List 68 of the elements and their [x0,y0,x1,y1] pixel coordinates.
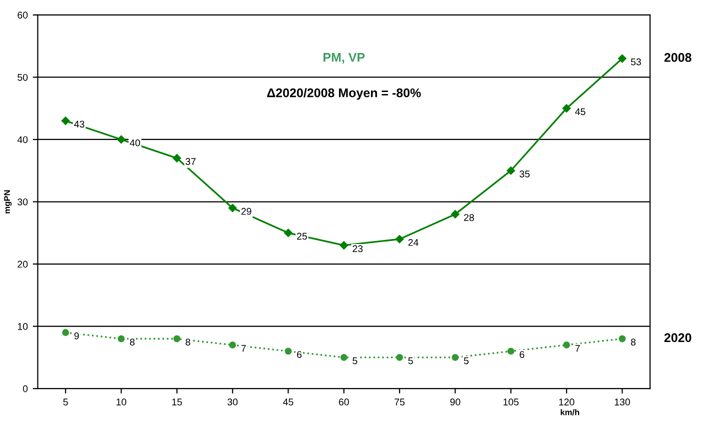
data-label: 9 [74,332,79,340]
point [618,335,626,342]
point [62,329,70,336]
point [61,116,70,125]
point [452,354,459,361]
data-label: 8 [130,338,135,346]
data-label: 25 [297,232,307,240]
x-tick-label: 105 [504,398,519,406]
text: 2008 [664,53,692,62]
point [506,166,516,175]
data-label: 43 [74,120,84,128]
annotation: Δ2020/2008 Moyen = -80% [267,88,421,100]
point [118,335,125,342]
y-tick-label: 50 [18,74,28,81]
y-tick-label: 60 [18,12,28,19]
x-tick-label: 15 [172,398,182,406]
point [451,210,460,218]
y-axis-title: mgPN [4,190,12,214]
x-tick-label: 30 [228,398,238,406]
point [340,241,348,250]
data-label: 29 [241,208,252,215]
y-tick-label: 10 [18,323,28,330]
point [228,204,237,212]
data-label: 7 [241,344,246,352]
x-tick-label: 130 [614,398,630,406]
data-label: 8 [630,338,636,346]
x-tick-label: 45 [283,398,294,406]
data-label: 5 [464,357,469,364]
data-label: 6 [297,351,302,358]
point [284,228,292,238]
x-tick-label: 60 [338,398,349,406]
point [395,234,404,244]
data-label: 53 [630,58,641,66]
text: 2020 [664,333,692,342]
data-label: 45 [575,108,586,116]
data-label: 5 [352,357,358,364]
data-label: 5 [408,357,413,364]
point [396,354,404,361]
x-tick-label: 120 [559,398,574,406]
data-label: 8 [186,338,190,346]
point [562,104,571,112]
point [172,154,182,162]
y-tick-label: 30 [18,198,28,206]
point [618,54,626,63]
data-label: 7 [575,344,580,352]
point [340,354,348,361]
y-tick-label: 0 [22,385,28,392]
data-label: 6 [520,351,524,358]
data-label: 24 [408,239,418,246]
x-tick-label: 5 [63,398,68,406]
data-label: 37 [186,158,196,165]
y-tick-label: 20 [18,260,28,268]
point [117,135,126,144]
x-tick-label: 75 [394,398,405,406]
text: PM, VP [324,53,365,64]
y-tick-label: 40 [17,136,28,144]
point [229,342,236,348]
point [284,348,292,355]
x-tick-label: 90 [450,398,460,406]
point [563,342,570,348]
data-label: 40 [130,139,140,146]
point [173,335,180,342]
x-axis-title: km/h [560,409,580,416]
data-label: 28 [464,214,474,221]
point [507,348,514,355]
data-label: 35 [520,170,530,178]
x-tick-label: 10 [116,398,126,406]
data-label: 23 [352,245,363,252]
